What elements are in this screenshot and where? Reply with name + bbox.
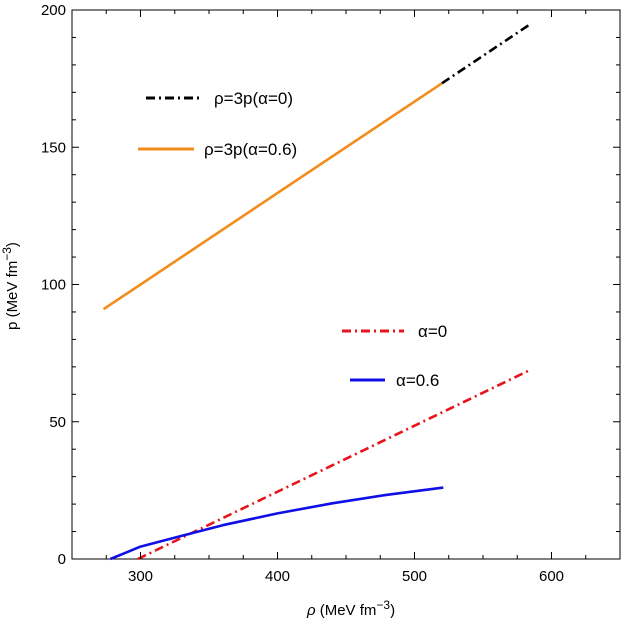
plot-frame [71,9,621,560]
legend-bottom: α=0 α=0.6 [342,322,447,390]
x-axis-title: ρ (MeV fm−3) [306,598,395,619]
x-tick-label: 300 [128,568,153,585]
series-line-0 [441,22,532,85]
legend-top: ρ=3p(α=0) ρ=3p(α=0.6) [138,89,297,159]
series-line-3 [109,486,444,561]
legend-label-alpha06: α=0.6 [396,371,439,390]
legend-label-rho3p-alpha06: ρ=3p(α=0.6) [204,140,297,159]
y-tick-label: 50 [49,414,66,431]
x-tick-label: 500 [402,568,427,585]
x-tick-label: 600 [539,568,564,585]
plot-border [71,9,621,560]
series-layer [102,22,532,561]
y-tick-label: 200 [41,2,66,19]
axis-ticks: 300 400 500 600 0 50 100 150 200 [41,2,621,585]
legend-label-rho3p-alpha0: ρ=3p(α=0) [214,89,293,108]
x-tick-label: 400 [265,568,290,585]
legend-label-alpha0: α=0 [418,322,447,341]
series-line-2 [137,368,532,561]
y-axis-title: p (MeV fm−3) [0,242,21,330]
y-tick-label: 0 [58,551,66,568]
series-line-1 [102,82,443,311]
y-tick-label: 150 [41,139,66,156]
y-tick-label: 100 [41,277,66,294]
